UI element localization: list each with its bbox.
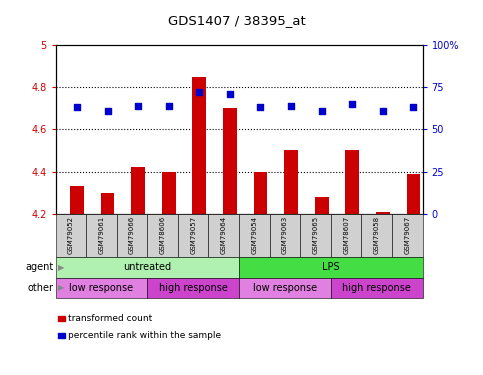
Bar	[162, 171, 176, 214]
Bar	[376, 211, 390, 214]
Text: ▶: ▶	[58, 284, 64, 292]
Bar	[223, 108, 237, 214]
Point	[410, 104, 417, 110]
Point	[73, 104, 81, 110]
Point	[104, 108, 112, 114]
Text: GSM78606: GSM78606	[159, 216, 166, 254]
Text: GSM79064: GSM79064	[221, 216, 227, 254]
Point	[165, 103, 172, 109]
Point	[348, 101, 356, 107]
Point	[287, 103, 295, 109]
Text: GSM79066: GSM79066	[129, 216, 135, 254]
Bar	[345, 150, 359, 214]
Text: low response: low response	[70, 283, 133, 293]
Text: GSM79067: GSM79067	[404, 216, 411, 254]
Bar	[192, 76, 206, 214]
Bar	[284, 150, 298, 214]
Text: GSM79063: GSM79063	[282, 216, 288, 254]
Point	[379, 108, 387, 114]
Text: other: other	[27, 283, 53, 293]
Text: low response: low response	[253, 283, 317, 293]
Point	[196, 89, 203, 95]
Bar	[70, 186, 84, 214]
Text: GSM78607: GSM78607	[343, 216, 349, 254]
Bar	[315, 197, 328, 214]
Text: transformed count: transformed count	[68, 314, 152, 323]
Text: untreated: untreated	[123, 262, 171, 272]
Bar	[100, 193, 114, 214]
Text: GSM79065: GSM79065	[313, 216, 319, 254]
Bar	[407, 174, 420, 214]
Point	[256, 104, 264, 110]
Text: high response: high response	[159, 283, 227, 293]
Text: GSM79054: GSM79054	[251, 216, 257, 254]
Text: GSM79061: GSM79061	[99, 216, 104, 254]
Point	[134, 103, 142, 109]
Point	[318, 108, 326, 114]
Text: ▶: ▶	[58, 262, 64, 272]
Bar	[131, 167, 145, 214]
Text: agent: agent	[25, 262, 53, 272]
Point	[226, 91, 234, 97]
Text: GSM79057: GSM79057	[190, 216, 196, 254]
Text: percentile rank within the sample: percentile rank within the sample	[68, 331, 221, 340]
Text: high response: high response	[342, 283, 411, 293]
Text: GDS1407 / 38395_at: GDS1407 / 38395_at	[168, 14, 306, 27]
Text: LPS: LPS	[322, 262, 340, 272]
Text: GSM79052: GSM79052	[68, 216, 74, 254]
Bar	[254, 171, 268, 214]
Text: GSM79058: GSM79058	[374, 216, 380, 254]
